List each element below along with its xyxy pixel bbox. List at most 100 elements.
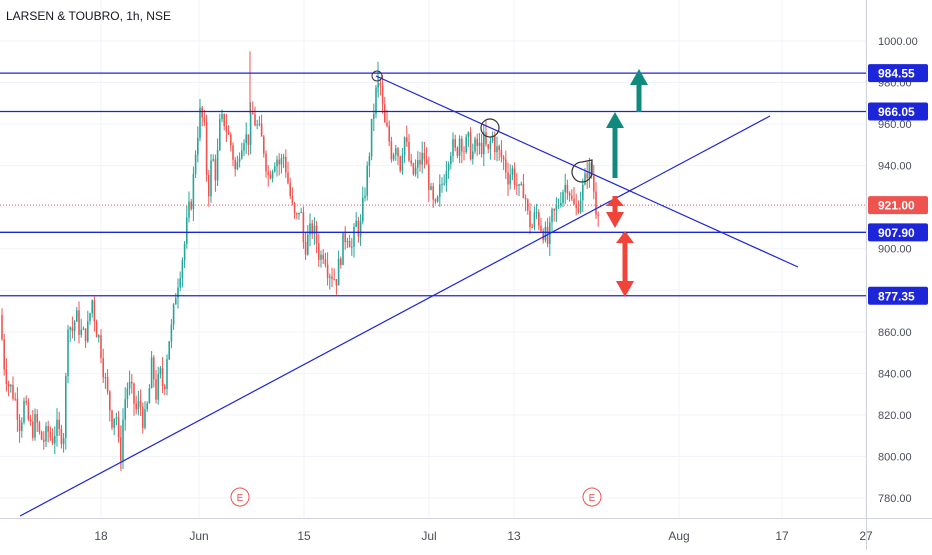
down-arrow-2-top bbox=[616, 231, 634, 243]
candle-body bbox=[51, 437, 54, 444]
candle-body bbox=[190, 201, 192, 210]
candle-body bbox=[408, 141, 410, 161]
candle-body bbox=[14, 398, 16, 400]
candle-body bbox=[71, 327, 74, 332]
candle-body bbox=[529, 210, 531, 228]
candle-body bbox=[247, 134, 250, 145]
candle-body bbox=[115, 417, 118, 419]
candle-body bbox=[142, 407, 144, 428]
candle-body bbox=[540, 225, 542, 231]
level-label-bg bbox=[868, 64, 928, 83]
candle-body bbox=[542, 230, 544, 241]
candle-body bbox=[128, 381, 131, 389]
candle-body bbox=[544, 226, 547, 241]
plot-background bbox=[0, 0, 866, 518]
candle-body bbox=[348, 240, 351, 248]
y-tick-label: 800.00 bbox=[878, 451, 912, 463]
candle-body bbox=[265, 153, 267, 172]
candle-body bbox=[304, 241, 307, 255]
x-tick-label: 18 bbox=[94, 529, 108, 543]
candle-body bbox=[98, 335, 100, 338]
y-tick-label: 860.00 bbox=[878, 327, 912, 339]
y-tick-label: 780.00 bbox=[878, 493, 912, 505]
candle-body bbox=[38, 422, 41, 432]
candle-body bbox=[483, 132, 485, 155]
candle-body bbox=[469, 132, 472, 160]
candle-body bbox=[150, 357, 153, 389]
candle-body bbox=[104, 377, 107, 379]
candle-body bbox=[73, 321, 76, 332]
candle-body bbox=[579, 200, 582, 213]
candle-body bbox=[3, 339, 5, 370]
candle-body bbox=[27, 402, 30, 420]
candle-body bbox=[278, 159, 280, 165]
candle-body bbox=[467, 132, 470, 137]
candle-body bbox=[584, 173, 586, 185]
y-tick-label: 840.00 bbox=[878, 368, 912, 380]
candle-body bbox=[355, 220, 357, 227]
candle-body bbox=[285, 157, 287, 173]
earnings-marker-circle bbox=[230, 487, 250, 507]
candle-body bbox=[344, 233, 346, 243]
candle-body bbox=[232, 145, 234, 160]
candle-body bbox=[76, 310, 78, 322]
candle-body bbox=[234, 159, 236, 170]
candle-body bbox=[274, 166, 276, 172]
candle-body bbox=[23, 400, 25, 423]
touch-circle bbox=[371, 70, 383, 82]
candle-body bbox=[447, 164, 450, 172]
candle-body bbox=[183, 243, 186, 261]
candle-body bbox=[62, 437, 65, 445]
candle-body bbox=[181, 260, 184, 279]
candle-body bbox=[58, 419, 60, 429]
candle-body bbox=[298, 212, 300, 215]
candle-body bbox=[516, 184, 518, 186]
candle-body bbox=[216, 149, 219, 181]
candle-body bbox=[221, 113, 223, 120]
candle-body bbox=[472, 151, 474, 160]
candle-body bbox=[1, 315, 3, 340]
candle-body bbox=[287, 172, 289, 184]
earnings-marker-circle bbox=[582, 487, 602, 507]
candle-body bbox=[414, 167, 417, 175]
candle-body bbox=[168, 341, 170, 360]
candle-body bbox=[337, 258, 340, 286]
candle-body bbox=[269, 174, 272, 179]
candle-body bbox=[322, 254, 324, 260]
candle-body bbox=[89, 313, 91, 322]
candle-body bbox=[399, 156, 401, 171]
candle-body bbox=[40, 431, 43, 440]
candle-body bbox=[280, 158, 283, 165]
candle-body bbox=[390, 141, 393, 160]
candle-body bbox=[201, 107, 203, 118]
candle-body bbox=[456, 147, 459, 156]
candle-body bbox=[131, 381, 133, 384]
candle-body bbox=[214, 159, 217, 181]
candle-body bbox=[439, 184, 441, 197]
candle-body bbox=[49, 432, 52, 438]
candle-body bbox=[69, 327, 71, 330]
candle-body bbox=[522, 183, 525, 199]
candle-body bbox=[445, 171, 448, 184]
level-label: 877.35 bbox=[878, 289, 915, 303]
candle-body bbox=[333, 279, 335, 281]
candle-body bbox=[170, 324, 173, 342]
candle-body bbox=[177, 287, 179, 298]
candle-body bbox=[553, 208, 555, 211]
candle-body bbox=[236, 161, 239, 170]
candle-body bbox=[419, 160, 421, 165]
candle-body bbox=[135, 403, 137, 410]
candle-body bbox=[146, 403, 148, 410]
candle-body bbox=[65, 376, 67, 438]
candle-body bbox=[461, 138, 463, 152]
candle-body bbox=[397, 148, 399, 157]
candle-body bbox=[10, 384, 12, 387]
candle-body bbox=[538, 212, 540, 226]
candle-body bbox=[194, 154, 197, 174]
candle-body bbox=[223, 113, 225, 126]
candle-body bbox=[434, 199, 437, 202]
candle-body bbox=[219, 119, 221, 150]
touch-shape bbox=[571, 159, 593, 183]
